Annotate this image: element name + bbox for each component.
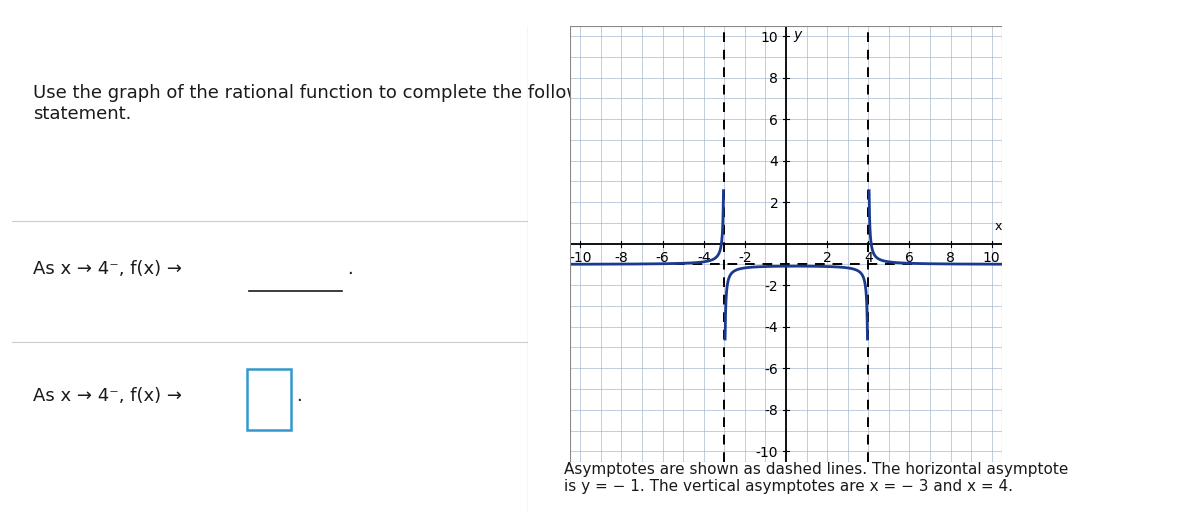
Text: .: . (348, 260, 353, 279)
Text: As x → 4⁻, f(x) →: As x → 4⁻, f(x) → (32, 387, 181, 405)
Text: Asymptotes are shown as dashed lines. The horizontal asymptote
is y = − 1. The v: Asymptotes are shown as dashed lines. Th… (564, 462, 1068, 494)
Text: As x → 4⁻, f(x) →: As x → 4⁻, f(x) → (32, 260, 181, 279)
FancyBboxPatch shape (247, 369, 290, 430)
Text: Use the graph of the rational function to complete the following
statement.: Use the graph of the rational function t… (32, 84, 608, 123)
Text: x: x (994, 220, 1002, 233)
Text: .: . (296, 387, 301, 405)
Text: y: y (793, 28, 802, 42)
